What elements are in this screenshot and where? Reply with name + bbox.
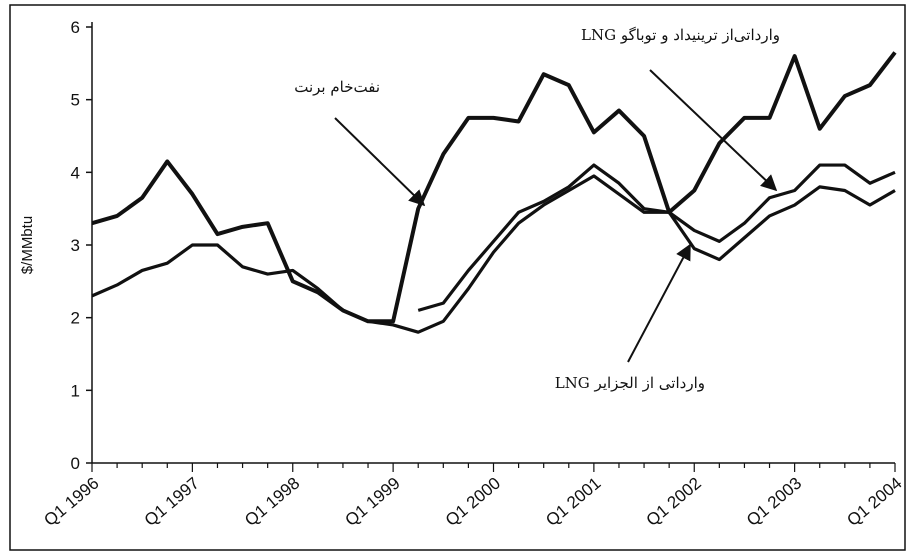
y-tick-label: 4 xyxy=(71,163,80,182)
y-tick-label: 5 xyxy=(71,91,80,110)
y-tick-label: 0 xyxy=(71,454,80,473)
annotation-arrow xyxy=(649,69,778,192)
x-tick-label: Q1 1998 xyxy=(241,474,303,530)
x-tick-label: Q1 2001 xyxy=(542,474,604,530)
data-line xyxy=(91,51,897,324)
data-line xyxy=(417,163,896,312)
annotation-arrow xyxy=(627,243,691,363)
x-tick-label: Q1 1996 xyxy=(40,474,102,530)
x-tick-label: Q1 2003 xyxy=(743,474,805,530)
data-line xyxy=(91,174,896,334)
x-tick-label: Q1 2004 xyxy=(843,474,905,530)
x-tick-label: Q1 1999 xyxy=(342,474,404,530)
series-label: نفت‌خام برنت xyxy=(294,78,380,96)
series-label: LNG وارداتی‌از ترینیداد و توباگو xyxy=(581,26,780,44)
y-axis-label: $/MMbtu xyxy=(19,216,36,274)
series-label: LNG وارداتی از الجزایر xyxy=(555,374,705,392)
x-tick-label: Q1 2002 xyxy=(643,474,705,530)
annotation-arrow xyxy=(334,117,426,207)
y-tick-label: 1 xyxy=(71,381,80,400)
y-tick-label: 3 xyxy=(71,236,80,255)
frame xyxy=(9,4,906,551)
y-tick-label: 2 xyxy=(71,309,80,328)
x-tick-label: Q1 1997 xyxy=(141,474,203,530)
x-tick-label: Q1 2000 xyxy=(442,474,504,530)
y-tick-label: 6 xyxy=(71,18,80,37)
